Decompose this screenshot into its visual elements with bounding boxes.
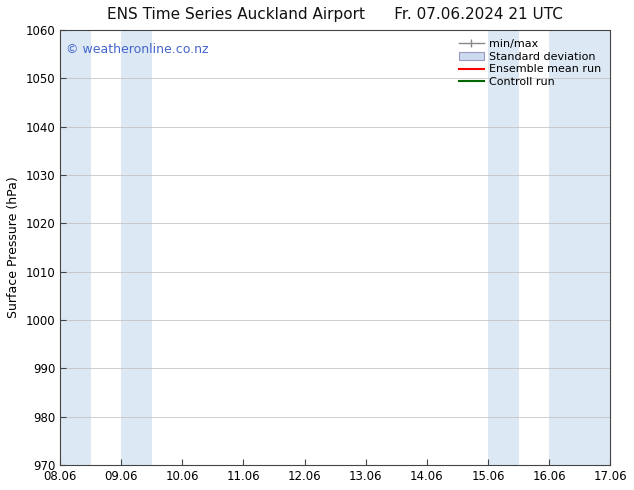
Text: © weatheronline.co.nz: © weatheronline.co.nz: [65, 43, 208, 56]
Bar: [579, 30, 611, 465]
Bar: [488, 30, 519, 465]
Title: ENS Time Series Auckland Airport      Fr. 07.06.2024 21 UTC: ENS Time Series Auckland Airport Fr. 07.…: [107, 7, 563, 22]
Legend: min/max, Standard deviation, Ensemble mean run, Controll run: min/max, Standard deviation, Ensemble me…: [455, 34, 606, 92]
Bar: [60, 30, 91, 465]
Y-axis label: Surface Pressure (hPa): Surface Pressure (hPa): [7, 177, 20, 318]
Bar: [549, 30, 579, 465]
Bar: [121, 30, 152, 465]
